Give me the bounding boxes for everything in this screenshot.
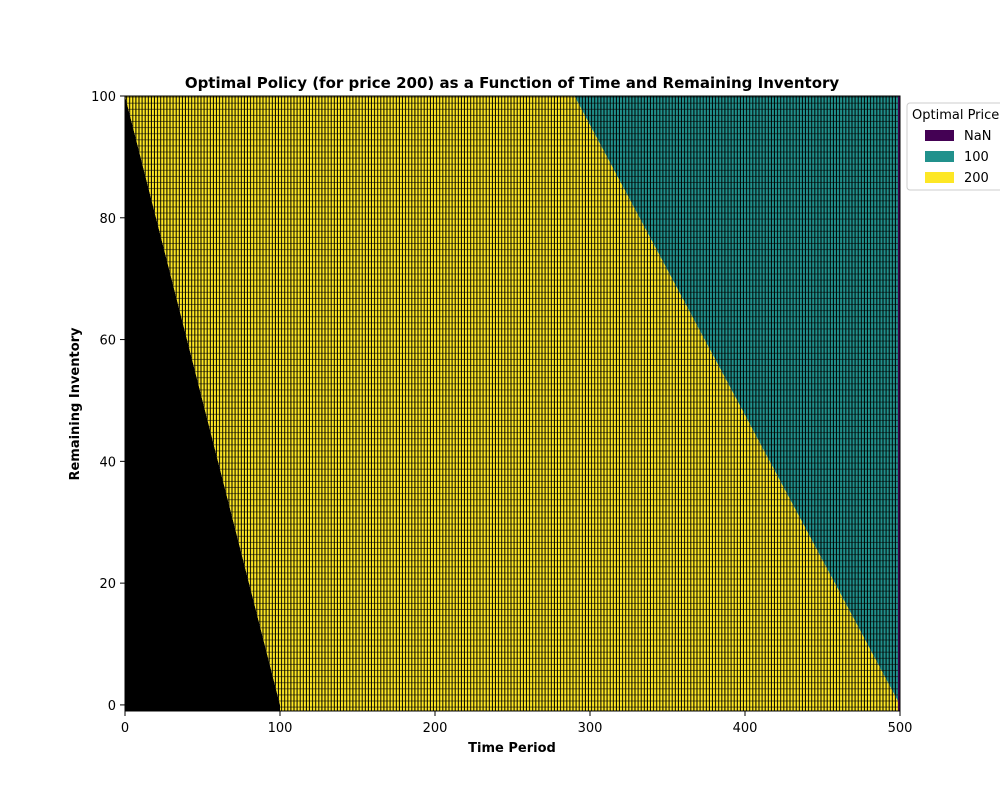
y-tick-label: 80 xyxy=(99,212,116,227)
region-nan xyxy=(125,96,280,711)
y-axis: 0 20 40 60 80 100 xyxy=(91,90,125,714)
region-zero-inventory-row xyxy=(280,703,900,711)
legend-label-100: 100 xyxy=(964,150,989,165)
plot-frame xyxy=(124,95,901,712)
legend-label-200: 200 xyxy=(964,171,989,186)
legend-swatch-nan xyxy=(925,130,954,141)
y-tick-label: 100 xyxy=(91,90,116,105)
legend-swatch-200 xyxy=(925,172,954,183)
regions-layer xyxy=(125,96,900,711)
legend-frame xyxy=(906,102,1000,191)
y-tick-label: 0 xyxy=(108,699,116,714)
x-axis-label: Time Period xyxy=(468,741,556,756)
x-tick-label: 100 xyxy=(268,721,293,736)
x-tick-label: 500 xyxy=(888,721,913,736)
legend-title: Optimal Price xyxy=(912,108,999,123)
chart-title: Optimal Policy (for price 200) as a Func… xyxy=(185,74,840,92)
x-tick-label: 300 xyxy=(578,721,603,736)
legend-entries: NaN 100 200 xyxy=(925,129,991,186)
y-tick-label: 60 xyxy=(99,334,116,349)
y-tick-label: 20 xyxy=(99,577,116,592)
region-100 xyxy=(574,96,900,705)
y-tick-label: 40 xyxy=(99,455,116,470)
legend: Optimal Price NaN 100 200 xyxy=(906,102,1000,191)
legend-label-nan: NaN xyxy=(964,129,991,144)
x-tick-label: 400 xyxy=(733,721,758,736)
region-200 xyxy=(125,96,900,711)
y-axis-label: Remaining Inventory xyxy=(68,327,83,481)
region-final-column xyxy=(898,96,900,711)
x-tick-label: 200 xyxy=(423,721,448,736)
x-axis: 0 100 200 300 400 500 xyxy=(121,711,913,736)
x-tick-label: 0 xyxy=(121,721,129,736)
plot-area xyxy=(125,96,900,711)
legend-swatch-100 xyxy=(925,151,954,162)
